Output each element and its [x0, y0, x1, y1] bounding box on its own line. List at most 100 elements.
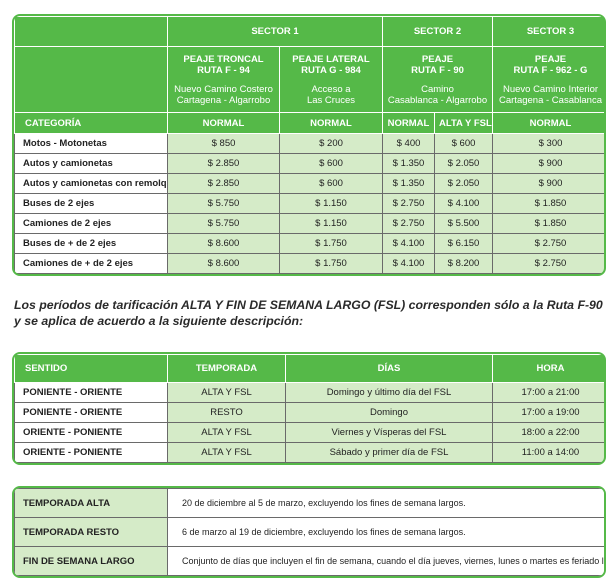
- price-cell: $ 600: [279, 153, 383, 174]
- category-cell: Buses de 2 ejes: [14, 193, 168, 214]
- price-cell: $ 1.150: [279, 213, 383, 234]
- price-cell: $ 2.750: [492, 233, 604, 254]
- price-cell: $ 5.750: [167, 193, 280, 214]
- toll-route: Acceso a: [311, 84, 351, 95]
- price-cell: $ 1.850: [492, 193, 604, 214]
- toll-title: RUTA F - 962 - G: [513, 65, 588, 76]
- price-cell: $ 4.100: [382, 253, 435, 274]
- period-cell: Domingo y último día del FSL: [285, 382, 493, 403]
- table-row: ORIENTE - PONIENTE ALTA Y FSL Viernes y Ví…: [14, 422, 604, 443]
- table-row: PONIENTE - ORIENTE RESTO Domingo 17:00 a 19…: [14, 402, 604, 423]
- table-row: ORIENTE - PONIENTE ALTA Y FSL Sábado y pri…: [14, 442, 604, 463]
- column-header: TEMPORADA: [167, 354, 286, 383]
- price-cell: $ 900: [492, 153, 604, 174]
- toll-title: RUTA G - 984: [301, 65, 361, 76]
- fare-table-frame: SECTOR 1 SECTOR 2 SECTOR 3 PEAJE TRONCAL RUT…: [12, 14, 606, 276]
- table-row: TEMPORADA RESTO 6 de marzo al 19 de dicie…: [14, 517, 604, 547]
- toll-header: PEAJE RUTA F - 962 - G Nuevo Camino Interi…: [492, 46, 604, 113]
- toll-route: Casablanca - Algarrobo: [387, 95, 488, 106]
- definition-term: TEMPORADA RESTO: [14, 517, 168, 547]
- direction-cell: ORIENTE - PONIENTE: [14, 422, 168, 443]
- toll-title: RUTA F - 94: [197, 65, 250, 76]
- toll-header: PEAJE TRONCAL RUTA F - 94 Nuevo Camino Cos…: [167, 46, 280, 113]
- period-cell: ALTA Y FSL: [167, 382, 286, 403]
- category-cell: Motos - Motonetas: [14, 133, 168, 154]
- category-cell: Camiones de 2 ejes: [14, 213, 168, 234]
- toll-title: RUTA F - 90: [411, 65, 464, 76]
- table-row: Buses de + de 2 ejes $ 8.600 $ 1.750 $ 4.10…: [14, 233, 604, 254]
- column-header: DÍAS: [285, 354, 493, 383]
- price-cell: $ 1.150: [279, 193, 383, 214]
- sector-header: SECTOR 2: [382, 16, 493, 47]
- table-row: FIN DE SEMANA LARGO Conjunto de días que …: [14, 546, 604, 576]
- category-cell: Autos y camionetas: [14, 153, 168, 174]
- price-cell: $ 1.850: [492, 213, 604, 234]
- period-table-frame: SENTIDO TEMPORADA DÍAS HORA PONIENTE - ORIEN…: [12, 352, 606, 465]
- definitions-frame: TEMPORADA ALTA 20 de diciembre al 5 de ma…: [12, 486, 606, 578]
- price-cell: $ 8.200: [434, 253, 493, 274]
- toll-title: PEAJE: [534, 54, 567, 65]
- period-cell: 18:00 a 22:00: [492, 422, 604, 443]
- toll-route: Camino: [421, 84, 454, 95]
- toll-title: PEAJE: [421, 54, 454, 65]
- header-cell: [14, 46, 168, 113]
- toll-header: PEAJE LATERAL RUTA G - 984 Acceso a Las Cru…: [279, 46, 383, 113]
- period-cell: 17:00 a 21:00: [492, 382, 604, 403]
- period-header: NORMAL: [382, 112, 435, 134]
- price-cell: $ 5.500: [434, 213, 493, 234]
- table: TEMPORADA ALTA 20 de diciembre al 5 de ma…: [14, 488, 604, 576]
- toll-header: PEAJE RUTA F - 90 Camino Casablanca - Algar…: [382, 46, 493, 113]
- spacer: [387, 76, 488, 84]
- period-cell: Sábado y primer día de FSL: [285, 442, 493, 463]
- price-cell: $ 2.850: [167, 153, 280, 174]
- category-cell: Buses de + de 2 ejes: [14, 233, 168, 254]
- note: Los períodos de tarificación ALTA Y FIN …: [14, 298, 603, 328]
- period-header: NORMAL: [167, 112, 280, 134]
- price-cell: $ 900: [492, 173, 604, 194]
- spacer: [284, 76, 378, 84]
- price-cell: $ 2.850: [167, 173, 280, 194]
- table-row: CATEGORÍA NORMAL NORMAL NORMAL ALTA Y FSL NOR…: [14, 112, 604, 134]
- price-cell: $ 600: [434, 133, 493, 154]
- table: SECTOR 1 SECTOR 2 SECTOR 3 PEAJE TRONCAL RUT…: [14, 16, 604, 274]
- toll-route: Cartagena - Casablanca: [499, 95, 602, 106]
- period-header: ALTA Y FSL: [434, 112, 493, 134]
- table-row: Camiones de + de 2 ejes $ 8.600 $ 1.750 $ 4…: [14, 253, 604, 274]
- table-row: PONIENTE - ORIENTE ALTA Y FSL Domingo y úl…: [14, 382, 604, 403]
- category-cell: Camiones de + de 2 ejes: [14, 253, 168, 274]
- definition-term: TEMPORADA ALTA: [14, 488, 168, 518]
- category-cell: Autos y camionetas con remolque: [14, 173, 168, 194]
- period-cell: 17:00 a 19:00: [492, 402, 604, 423]
- category-header: CATEGORÍA: [14, 112, 168, 134]
- period-cell: ALTA Y FSL: [167, 422, 286, 443]
- price-cell: $ 400: [382, 133, 435, 154]
- header-cell: [14, 16, 168, 47]
- price-cell: $ 4.100: [382, 233, 435, 254]
- price-cell: $ 2.050: [434, 153, 493, 174]
- price-cell: $ 1.350: [382, 153, 435, 174]
- table-row: Buses de 2 ejes $ 5.750 $ 1.150 $ 2.750 $ 4.…: [14, 193, 604, 214]
- price-cell: $ 1.750: [279, 233, 383, 254]
- spacer: [497, 76, 604, 84]
- table: SENTIDO TEMPORADA DÍAS HORA PONIENTE - ORIEN…: [14, 354, 604, 463]
- definition-text: Conjunto de días que incluyen el fin de …: [167, 546, 604, 576]
- table-row: TEMPORADA ALTA 20 de diciembre al 5 de ma…: [14, 488, 604, 518]
- sector-header: SECTOR 3: [492, 16, 604, 47]
- toll-route: Nuevo Camino Costero: [174, 84, 273, 95]
- price-cell: $ 2.750: [382, 213, 435, 234]
- table-row: Autos y camionetas $ 2.850 $ 600 $ 1.350 $ 2…: [14, 153, 604, 174]
- period-cell: 11:00 a 14:00: [492, 442, 604, 463]
- period-header: NORMAL: [279, 112, 383, 134]
- toll-title: PEAJE TRONCAL: [183, 54, 264, 65]
- price-cell: $ 2.050: [434, 173, 493, 194]
- spacer: [172, 76, 275, 84]
- period-cell: RESTO: [167, 402, 286, 423]
- price-cell: $ 1.750: [279, 253, 383, 274]
- price-cell: $ 8.600: [167, 233, 280, 254]
- period-cell: ALTA Y FSL: [167, 442, 286, 463]
- definition-text: 20 de diciembre al 5 de marzo, excluyend…: [167, 488, 604, 518]
- toll-route: Cartagena - Algarrobo: [176, 95, 271, 106]
- price-cell: $ 6.150: [434, 233, 493, 254]
- price-cell: $ 5.750: [167, 213, 280, 234]
